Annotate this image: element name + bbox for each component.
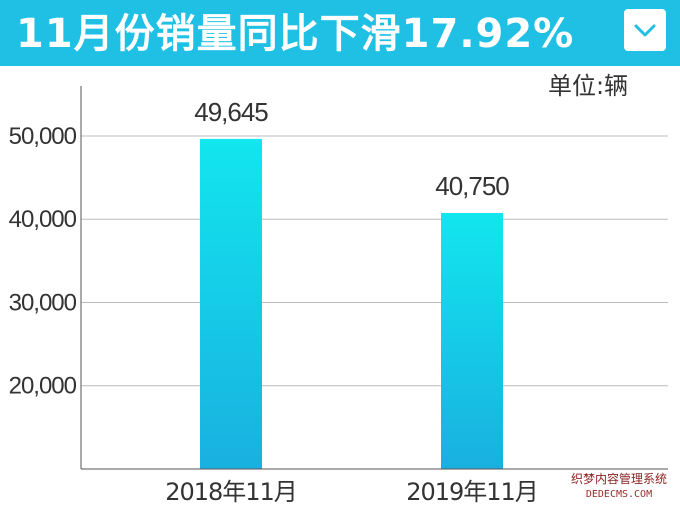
bar [200,138,262,469]
x-category-label: 2018年11月 [165,478,297,506]
watermark: 织梦内容管理系统 DEDECMS.COM [560,472,678,502]
y-tick-label: 30,000 [9,289,77,316]
dropdown-button[interactable] [624,9,666,51]
unit-label: 单位:辆 [548,72,629,100]
grid-lines [81,135,668,387]
y-tick-label: 20,000 [9,373,77,400]
bar-value-label: 49,645 [194,97,268,127]
chevron-down-icon [634,24,656,37]
labels: 20,000 30,000 40,000 50,000 49,645 2018年11月 40… [9,97,539,506]
bar [441,212,503,469]
bar-value-label: 40,750 [435,171,509,201]
watermark-line2: DEDECMS.COM [585,489,653,500]
x-category-label: 2019年11月 [406,478,538,506]
watermark-line1: 织梦内容管理系统 [570,472,667,486]
y-tick-label: 40,000 [9,206,77,233]
title-banner: 11月份销量同比下滑17.92% [0,0,680,66]
chart-title: 11月份销量同比下滑17.92% [16,11,575,57]
y-tick-label: 50,000 [9,123,77,150]
axes [80,86,668,470]
bars [200,138,503,469]
